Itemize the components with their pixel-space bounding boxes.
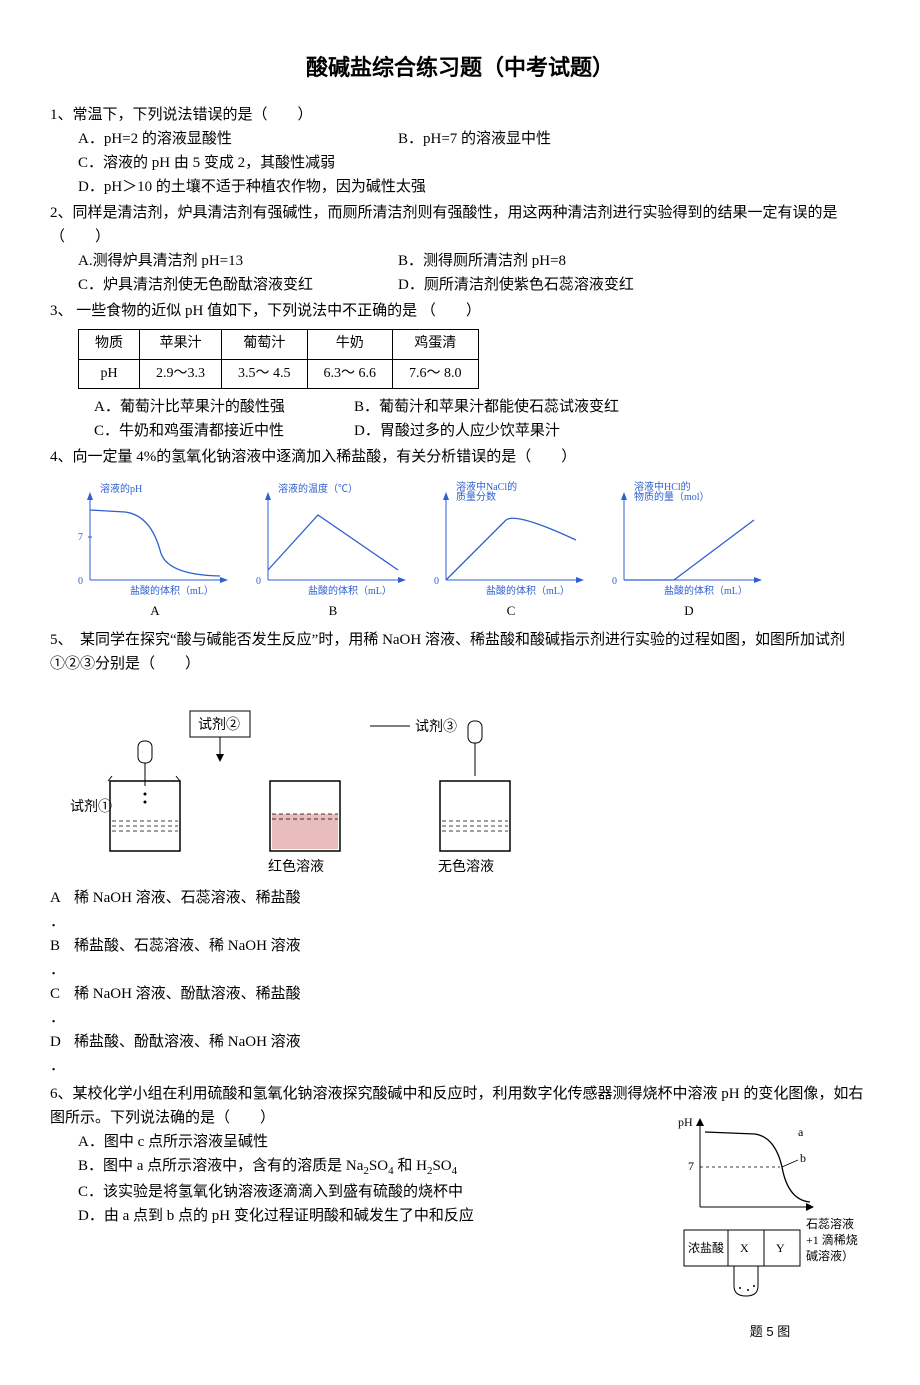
- q3-th-0: 物质: [79, 330, 140, 359]
- q5-figure: 试剂① 试剂② 红色溶液 试剂③ 无色溶液: [70, 686, 870, 876]
- question-4: 4、向一定量 4%的氢氧化钠溶液中逐滴加入稀盐酸，有关分析错误的是（ ） 溶液的…: [50, 445, 870, 622]
- svg-text:X: X: [740, 1241, 749, 1255]
- q5-opt-a: 稀 NaOH 溶液、石蕊溶液、稀盐酸: [74, 886, 301, 934]
- svg-text:a: a: [798, 1125, 804, 1139]
- svg-text:溶液的pH: 溶液的pH: [100, 482, 142, 495]
- svg-text:碱溶液）: 碱溶液）: [806, 1248, 854, 1263]
- svg-text:石蕊溶液: 石蕊溶液: [806, 1216, 854, 1231]
- q4-stem: 4、向一定量 4%的氢氧化钠溶液中逐滴加入稀盐酸，有关分析错误的是（ ）: [50, 445, 870, 469]
- svg-text:0: 0: [434, 576, 439, 587]
- svg-text:盐酸的体积（mL）: 盐酸的体积（mL）: [130, 584, 214, 597]
- chart-b: 溶液的温度（℃） 0 盐酸的体积（mL） B: [248, 475, 418, 622]
- q1-stem: 1、常温下，下列说法错误的是（ ）: [50, 103, 870, 127]
- q5-opt-d: 稀盐酸、酚酞溶液、稀 NaOH 溶液: [74, 1030, 301, 1078]
- q3-th-3: 牛奶: [307, 330, 393, 359]
- svg-text:b: b: [800, 1151, 806, 1165]
- svg-text:pH: pH: [678, 1115, 693, 1129]
- svg-text:0: 0: [612, 576, 617, 587]
- q1-opt-b: B．pH=7 的溶液显中性: [398, 127, 551, 151]
- q1-opt-d: D．pH＞10 的土壤不适于种植农作物，因为碱性太强: [50, 175, 870, 199]
- svg-text:0: 0: [256, 576, 261, 587]
- q3-c-1: 3.5～ 4.5: [222, 359, 308, 388]
- q3-c-0: 2.9～3.3: [140, 359, 222, 388]
- svg-text:试剂②: 试剂②: [198, 717, 240, 733]
- q6-figure: pH a b 7 浓盐酸 X Y 石蕊溶液 +1 滴稀烧 碱溶液）: [670, 1112, 870, 1343]
- svg-text:7: 7: [688, 1159, 694, 1173]
- svg-text:Y: Y: [776, 1241, 785, 1255]
- q5-opt-c: 稀 NaOH 溶液、酚酞溶液、稀盐酸: [74, 982, 301, 1030]
- svg-text:盐酸的体积（mL）: 盐酸的体积（mL）: [486, 584, 570, 597]
- q3-row-label: pH: [79, 359, 140, 388]
- q3-table: 物质 苹果汁 葡萄汁 牛奶 鸡蛋清 pH 2.9～3.3 3.5～ 4.5 6.…: [78, 329, 479, 389]
- svg-text:盐酸的体积（mL）: 盐酸的体积（mL）: [308, 584, 392, 597]
- chart-c: 溶液中NaCl的质量分数 0 盐酸的体积（mL） C: [426, 475, 596, 622]
- q5-opt-b: 稀盐酸、石蕊溶液、稀 NaOH 溶液: [74, 934, 301, 982]
- q3-th-4: 鸡蛋清: [393, 330, 479, 359]
- svg-text:溶液中NaCl的质量分数: 溶液中NaCl的质量分数: [456, 480, 517, 503]
- svg-text:无色溶液: 无色溶液: [438, 858, 494, 875]
- question-5: 5、 某同学在探究“酸与碱能否发生反应”时，用稀 NaOH 溶液、稀盐酸和酸碱指…: [50, 628, 870, 1078]
- question-3: 3、 一些食物的近似 pH 值如下，下列说法中不正确的是 （ ） 物质 苹果汁 …: [50, 299, 870, 443]
- q3-opt-b: B．葡萄汁和苹果汁都能使石蕊试液变红: [354, 395, 619, 419]
- svg-text:7: 7: [78, 532, 83, 543]
- svg-text:试剂③: 试剂③: [415, 719, 457, 735]
- svg-text:溶液的温度（℃）: 溶液的温度（℃）: [278, 482, 358, 495]
- q2-opt-d: D．厕所清洁剂使紫色石蕊溶液变红: [398, 273, 634, 297]
- q3-opt-d: D．胃酸过多的人应少饮苹果汁: [354, 419, 560, 443]
- chart-d: 溶液中HCl的物质的量（mol） 0 盐酸的体积（mL） D: [604, 475, 774, 622]
- chart-a: 溶液的pH 7 0 盐酸的体积（mL） A: [70, 475, 240, 622]
- svg-text:0: 0: [78, 576, 83, 587]
- svg-text:试剂①: 试剂①: [70, 799, 112, 815]
- q2-opt-a: A.测得炉具清洁剂 pH=13: [78, 249, 398, 273]
- svg-text:溶液中HCl的物质的量（mol）: 溶液中HCl的物质的量（mol）: [634, 480, 710, 503]
- q4-charts: 溶液的pH 7 0 盐酸的体积（mL） A 溶液的温度（℃）: [50, 475, 870, 622]
- q3-c-3: 7.6～ 8.0: [393, 359, 479, 388]
- q5-b-letter: B．: [50, 934, 74, 982]
- q3-th-1: 苹果汁: [140, 330, 222, 359]
- q6-fig-caption: 题 5 图: [670, 1322, 870, 1343]
- question-6: 6、某校化学小组在利用硫酸和氢氧化钠溶液探究酸碱中和反应时，利用数字化传感器测得…: [50, 1082, 870, 1343]
- q5-d-letter: D．: [50, 1030, 74, 1078]
- svg-text:红色溶液: 红色溶液: [268, 858, 324, 875]
- q5-a-letter: A．: [50, 886, 74, 934]
- q5-options: A．稀 NaOH 溶液、石蕊溶液、稀盐酸 B．稀盐酸、石蕊溶液、稀 NaOH 溶…: [50, 886, 870, 1078]
- q1-opt-a: A．pH=2 的溶液显酸性: [78, 127, 398, 151]
- q2-stem: 2、同样是清洁剂，炉具清洁剂有强碱性，而厕所清洁剂则有强酸性，用这两种清洁剂进行…: [50, 201, 870, 249]
- q3-opt-c: C．牛奶和鸡蛋清都接近中性: [94, 419, 354, 443]
- svg-text:+1 滴稀烧: +1 滴稀烧: [806, 1232, 858, 1247]
- svg-text:浓盐酸: 浓盐酸: [688, 1240, 724, 1255]
- page-title: 酸碱盐综合练习题（中考试题）: [50, 50, 870, 85]
- q3-opt-a: A．葡萄汁比苹果汁的酸性强: [94, 395, 354, 419]
- q3-th-2: 葡萄汁: [222, 330, 308, 359]
- q3-c-2: 6.3～ 6.6: [307, 359, 393, 388]
- q2-opt-b: B．测得厕所清洁剂 pH=8: [398, 249, 566, 273]
- q3-stem: 3、 一些食物的近似 pH 值如下，下列说法中不正确的是 （ ）: [50, 299, 870, 323]
- q2-opt-c: C．炉具清洁剂使无色酚酞溶液变红: [78, 273, 398, 297]
- q1-opt-c: C．溶液的 pH 由 5 变成 2，其酸性减弱: [50, 151, 870, 175]
- q5-c-letter: C．: [50, 982, 74, 1030]
- question-1: 1、常温下，下列说法错误的是（ ） A．pH=2 的溶液显酸性 B．pH=7 的…: [50, 103, 870, 199]
- q5-stem: 5、 某同学在探究“酸与碱能否发生反应”时，用稀 NaOH 溶液、稀盐酸和酸碱指…: [50, 628, 870, 676]
- svg-text:盐酸的体积（mL）: 盐酸的体积（mL）: [664, 584, 748, 597]
- question-2: 2、同样是清洁剂，炉具清洁剂有强碱性，而厕所清洁剂则有强酸性，用这两种清洁剂进行…: [50, 201, 870, 297]
